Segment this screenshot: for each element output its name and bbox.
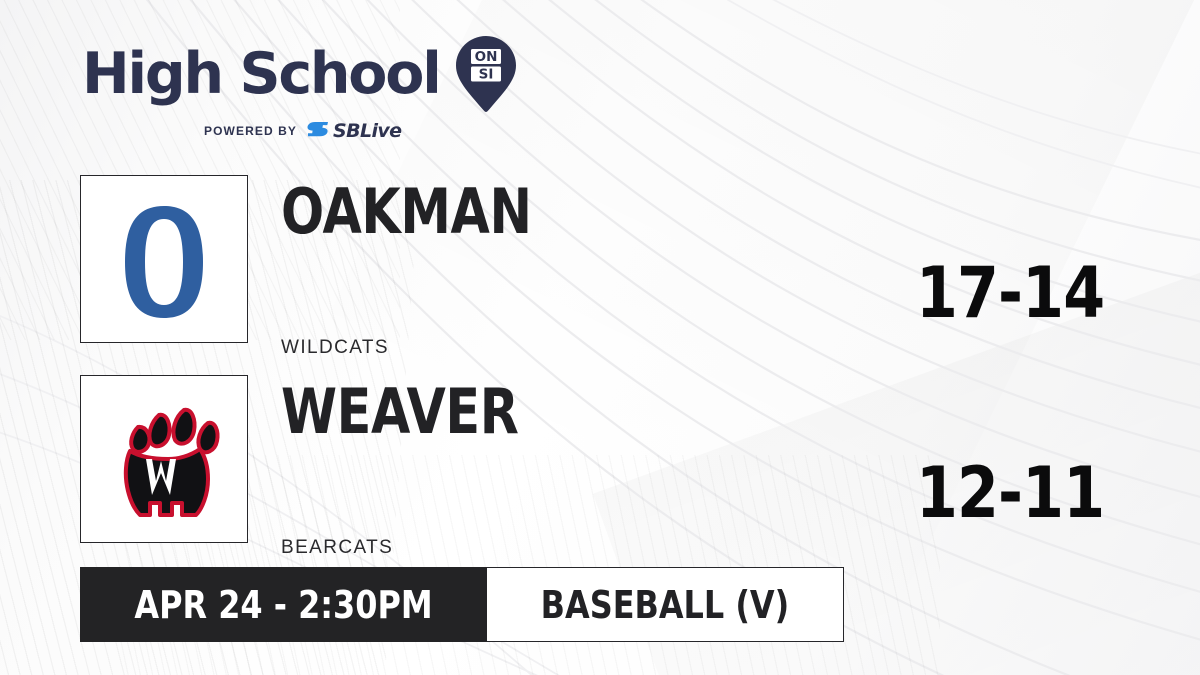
powered-by-row: POWERED BY SBLive bbox=[82, 120, 512, 142]
game-info-bar: APR 24 - 2:30PM BASEBALL (V) bbox=[80, 567, 844, 642]
game-sport-label: BASEBALL (V) bbox=[540, 582, 790, 627]
brand-lockup: High School ON SI POWERED BY SBLive bbox=[82, 34, 516, 142]
on-si-pin-icon: ON SI bbox=[454, 34, 518, 114]
team-record-home: 17-14 bbox=[916, 252, 1105, 334]
oakman-letter-o-logo-icon bbox=[125, 206, 203, 318]
team-record-away: 12-11 bbox=[916, 452, 1105, 534]
powered-by-label: POWERED BY bbox=[204, 124, 298, 138]
team-name-home: OAKMAN bbox=[281, 175, 532, 248]
team-mascot-home: WILDCATS bbox=[281, 337, 389, 358]
weaver-bearcat-paw-logo-icon bbox=[123, 407, 220, 517]
team-logo-box-home bbox=[80, 175, 248, 343]
brand-title: High School bbox=[82, 40, 442, 107]
sblive-wordmark: SBLive bbox=[333, 120, 402, 142]
game-datetime-label: APR 24 - 2:30PM bbox=[134, 582, 433, 627]
team-name-away: WEAVER bbox=[281, 375, 519, 448]
team-row-home: OAKMAN WILDCATS bbox=[80, 175, 532, 358]
team-row-away: WEAVER BEARCATS bbox=[80, 375, 519, 558]
team-logo-box-away bbox=[80, 375, 248, 543]
svg-text:SI: SI bbox=[478, 67, 493, 83]
game-sport-block: BASEBALL (V) bbox=[487, 567, 844, 642]
svg-text:ON: ON bbox=[474, 49, 497, 65]
team-mascot-away: BEARCATS bbox=[281, 537, 394, 558]
sblive-logo: SBLive bbox=[306, 120, 402, 142]
sblive-s-mark-icon bbox=[307, 122, 329, 137]
brand-title-row: High School ON SI bbox=[82, 34, 516, 114]
game-datetime-block: APR 24 - 2:30PM bbox=[80, 567, 488, 642]
